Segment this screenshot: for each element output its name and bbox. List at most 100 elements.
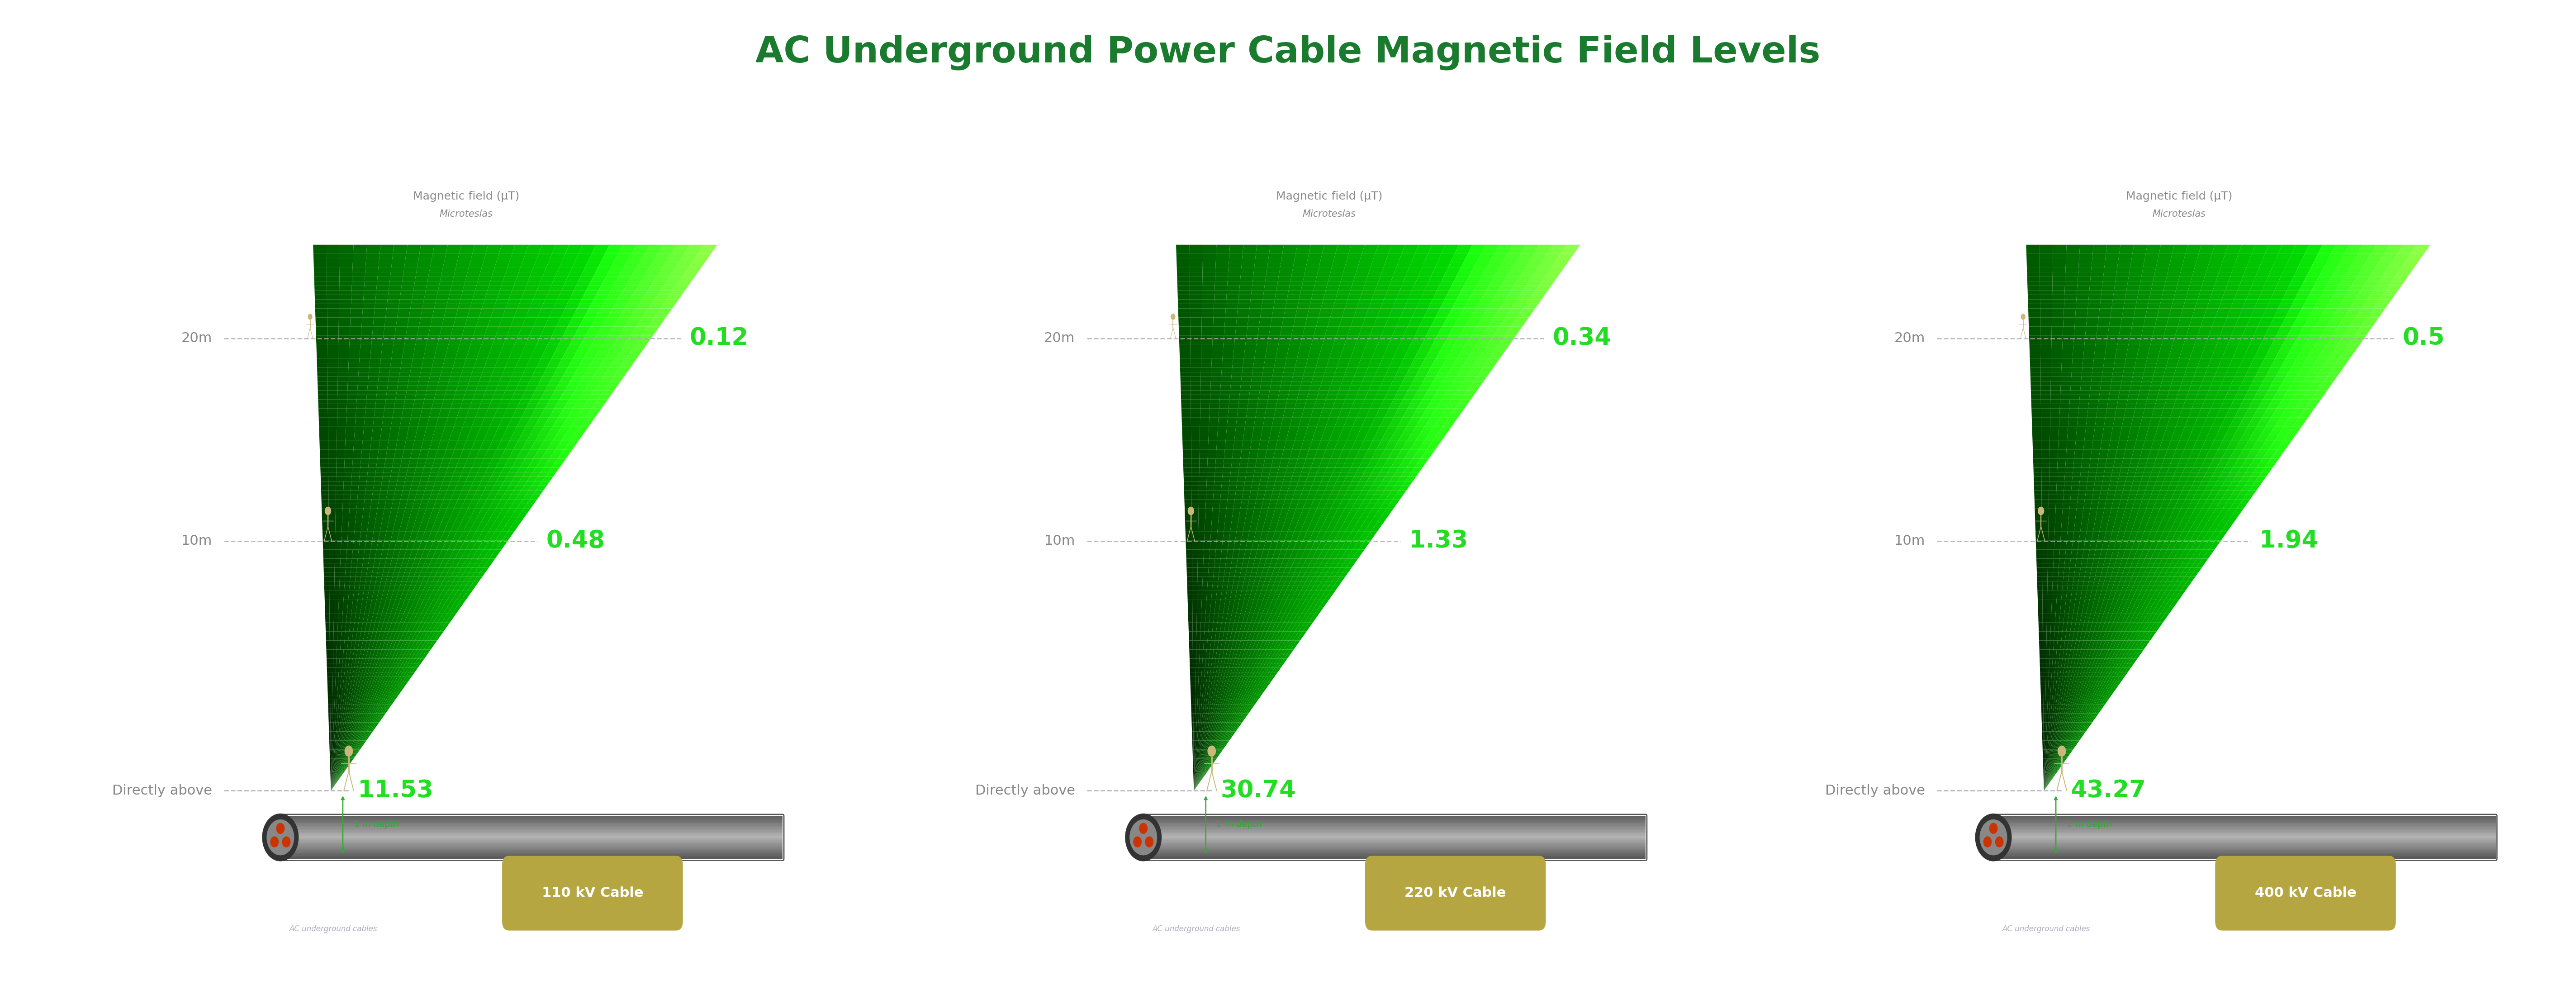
Polygon shape [2089,627,2094,631]
Polygon shape [2120,386,2130,390]
Polygon shape [2177,363,2190,368]
Text: 30.74: 30.74 [1221,779,1296,803]
Polygon shape [404,636,410,641]
Polygon shape [2164,513,2172,518]
Polygon shape [1216,627,1221,631]
Polygon shape [425,481,435,486]
Polygon shape [402,450,412,454]
Circle shape [307,314,312,319]
Polygon shape [2133,317,2146,322]
Polygon shape [340,568,345,572]
Polygon shape [2043,527,2048,531]
Polygon shape [1324,245,1337,249]
Text: Directly above: Directly above [113,784,211,797]
Polygon shape [1996,833,2496,834]
Polygon shape [1350,540,1358,545]
Polygon shape [2117,345,2128,349]
Polygon shape [1182,418,1190,422]
Polygon shape [2112,500,2120,504]
Polygon shape [1329,272,1342,276]
Polygon shape [567,441,580,445]
Polygon shape [2066,681,2071,686]
Polygon shape [2128,349,2138,354]
Polygon shape [1190,454,1200,458]
Polygon shape [2169,513,2179,518]
Polygon shape [2056,518,2061,523]
Polygon shape [2396,253,2411,258]
Polygon shape [1450,286,1463,290]
Polygon shape [1195,645,1200,650]
Polygon shape [379,686,384,690]
Polygon shape [440,276,453,281]
Polygon shape [340,258,353,263]
Polygon shape [443,363,453,368]
Polygon shape [348,368,358,372]
Polygon shape [1193,627,1198,631]
Polygon shape [1427,368,1440,372]
Polygon shape [2081,718,2084,723]
Polygon shape [453,586,461,591]
Polygon shape [412,563,420,568]
Polygon shape [2066,723,2069,727]
Polygon shape [389,431,399,436]
Polygon shape [404,345,415,349]
Polygon shape [1319,595,1327,599]
Polygon shape [2231,399,2244,404]
Polygon shape [2092,495,2099,500]
Polygon shape [379,500,386,504]
Polygon shape [404,509,412,513]
Polygon shape [495,463,505,467]
Polygon shape [368,523,376,527]
Polygon shape [1236,650,1242,654]
Polygon shape [1242,372,1252,377]
Polygon shape [2045,664,2050,668]
Polygon shape [1221,740,1224,745]
Polygon shape [2056,763,2058,768]
Polygon shape [348,549,353,554]
Polygon shape [1260,668,1265,672]
Polygon shape [2396,272,2411,276]
Polygon shape [397,322,407,326]
Polygon shape [345,713,348,718]
Polygon shape [2182,377,2195,382]
Polygon shape [1229,636,1234,641]
Polygon shape [428,335,440,340]
Polygon shape [2053,772,2056,777]
Polygon shape [526,490,536,495]
Polygon shape [366,695,371,700]
Polygon shape [2032,404,2040,408]
Polygon shape [1182,404,1190,408]
Polygon shape [513,509,523,513]
Polygon shape [340,631,345,636]
Polygon shape [2040,245,2053,249]
Polygon shape [420,322,430,326]
Polygon shape [2030,377,2040,382]
Polygon shape [1216,276,1229,281]
Polygon shape [371,704,376,709]
Polygon shape [629,335,641,340]
Polygon shape [2094,641,2099,645]
Polygon shape [479,309,495,313]
Polygon shape [2087,723,2092,727]
Polygon shape [340,772,343,777]
Polygon shape [2097,418,2105,422]
Polygon shape [1391,335,1404,340]
Polygon shape [379,249,394,253]
Polygon shape [2136,622,2143,627]
Polygon shape [1203,286,1216,290]
Polygon shape [1340,563,1350,568]
Polygon shape [1224,659,1229,664]
Polygon shape [1275,504,1283,509]
Polygon shape [2040,304,2053,309]
Polygon shape [2032,458,2040,463]
Text: 20m: 20m [180,331,211,345]
Polygon shape [665,281,680,286]
Polygon shape [1494,272,1510,276]
Polygon shape [1218,617,1224,622]
Polygon shape [2074,577,2079,582]
Polygon shape [2063,331,2074,335]
Polygon shape [1216,745,1221,749]
Polygon shape [2136,513,2143,518]
Polygon shape [2241,476,2251,481]
Polygon shape [402,490,410,495]
